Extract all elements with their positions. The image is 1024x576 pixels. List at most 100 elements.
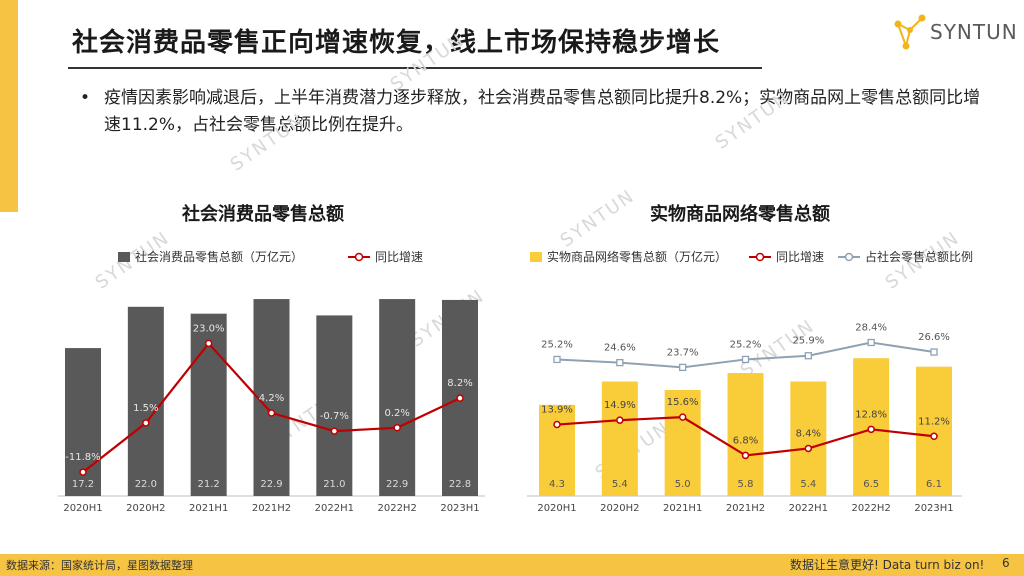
bar — [601, 381, 638, 496]
line-value-label: 23.7% — [667, 347, 699, 358]
line-point — [741, 451, 750, 460]
bar-value-label: 5.4 — [800, 479, 816, 490]
bullet-dot: • — [80, 88, 91, 108]
bar-value-label: 22.9 — [386, 479, 408, 490]
x-tick-label: 2023H1 — [914, 503, 953, 514]
x-tick-label: 2022H2 — [377, 503, 416, 514]
bar-value-label: 22.9 — [260, 479, 282, 490]
line-value-label: 0.2% — [384, 408, 409, 419]
line-value-label: 14.9% — [604, 400, 636, 411]
line-value-label: 15.6% — [667, 397, 699, 408]
line-value-label: 23.0% — [193, 323, 225, 334]
footer-bar — [0, 554, 1024, 576]
line-point — [804, 444, 813, 453]
line-point — [267, 409, 276, 417]
legend-label: 社会消费品零售总额（万亿元） — [135, 249, 303, 264]
left-accent-bar — [0, 0, 18, 212]
line-point — [456, 394, 464, 402]
x-tick-label: 2023H1 — [440, 503, 479, 514]
chart-title-retail: 社会消费品零售总额 — [182, 204, 344, 225]
line-point — [930, 432, 938, 441]
x-tick-label: 2021H1 — [663, 503, 702, 514]
footer-slogan: 数据让生意更好! Data turn biz on! — [790, 558, 985, 572]
x-tick-label: 2022H2 — [851, 503, 890, 514]
legend-swatch — [755, 252, 765, 262]
x-tick-label: 2021H2 — [252, 503, 291, 514]
bar — [316, 315, 353, 496]
bar-value-label: 21.0 — [323, 479, 345, 490]
legend-label: 同比增速 — [375, 250, 423, 264]
line-value-label: 8.2% — [447, 378, 472, 389]
line-value-label: 26.6% — [918, 332, 950, 343]
line-point — [804, 352, 812, 360]
x-tick-label: 2020H1 — [537, 503, 576, 514]
line-point — [678, 413, 687, 421]
line-point — [553, 355, 561, 364]
line-point — [616, 416, 624, 424]
line-value-label: 8.4% — [796, 428, 821, 439]
summary-bullet: • 疫情因素影响减退后，上半年消费潜力逐步释放，社会消费品零售总额同比提升8.2… — [80, 85, 982, 139]
footer-source: 数据来源：国家统计局，星图数据整理 — [6, 559, 193, 572]
legend-swatch — [118, 252, 130, 262]
legend-label: 占社会零售总额比例 — [865, 249, 973, 264]
line-value-label: -11.8% — [65, 452, 100, 463]
bar — [379, 299, 416, 496]
bar — [664, 390, 701, 496]
line-value-label: 25.9% — [792, 336, 824, 347]
line-point — [679, 363, 687, 372]
x-tick-label: 2022H1 — [789, 503, 828, 514]
line-value-label: 25.2% — [541, 339, 573, 350]
line-value-label: 12.8% — [855, 409, 887, 420]
bar — [790, 381, 827, 496]
x-tick-label: 2021H1 — [189, 503, 228, 514]
line-point — [741, 355, 750, 364]
line-point — [330, 427, 339, 435]
x-tick-label: 2020H2 — [126, 503, 165, 514]
bar-value-label: 5.0 — [675, 479, 691, 490]
logo-icon — [894, 14, 926, 50]
bullet-text: 疫情因素影响减退后，上半年消费潜力逐步释放，社会消费品零售总额同比提升8.2%；… — [104, 88, 981, 135]
title-divider — [68, 67, 762, 69]
legend-swatch — [530, 252, 542, 262]
bar — [127, 306, 164, 496]
line-value-label: 4.2% — [259, 393, 284, 404]
line-point — [867, 425, 875, 434]
legend-swatch — [844, 252, 854, 262]
line-value-label: 25.2% — [730, 339, 762, 350]
bar — [916, 366, 952, 496]
page-number: 6 — [1002, 556, 1010, 570]
x-tick-label: 2022H1 — [315, 503, 354, 514]
bar-value-label: 22.8 — [449, 479, 471, 490]
line-point — [553, 420, 561, 429]
bar-value-label: 5.4 — [612, 479, 628, 490]
line-point — [204, 339, 213, 348]
line-point — [142, 419, 150, 427]
bar-value-label: 21.2 — [198, 479, 220, 490]
chart-title-online: 实物商品网络零售总额 — [650, 204, 830, 225]
bar-value-label: 22.0 — [135, 479, 157, 490]
line-point — [867, 338, 875, 347]
line-value-label: 1.5% — [133, 403, 158, 414]
bar-value-label: 17.2 — [72, 479, 94, 490]
bar — [539, 404, 575, 496]
x-tick-label: 2020H1 — [63, 503, 102, 514]
line-value-label: -0.7% — [320, 411, 349, 422]
line-value-label: 13.9% — [541, 405, 573, 416]
legend-label: 同比增速 — [776, 250, 824, 264]
x-tick-label: 2020H2 — [600, 503, 639, 514]
line-value-label: 24.6% — [604, 343, 636, 354]
bar-value-label: 6.1 — [926, 479, 942, 490]
line-point — [79, 468, 87, 476]
logo: SYNTUN — [888, 12, 1018, 56]
bar — [253, 299, 290, 496]
logo-text: SYNTUN — [930, 20, 1018, 44]
line-point — [393, 424, 401, 432]
line-value-label: 28.4% — [855, 322, 887, 333]
line-value-label: 11.2% — [918, 416, 950, 427]
legend-label: 实物商品网络零售总额（万亿元） — [547, 249, 727, 264]
legend-swatch — [354, 252, 364, 262]
page-title: 社会消费品零售正向增速恢复，线上市场保持稳步增长 — [72, 28, 721, 58]
bar-value-label: 5.8 — [738, 479, 754, 490]
line-point — [616, 358, 624, 367]
